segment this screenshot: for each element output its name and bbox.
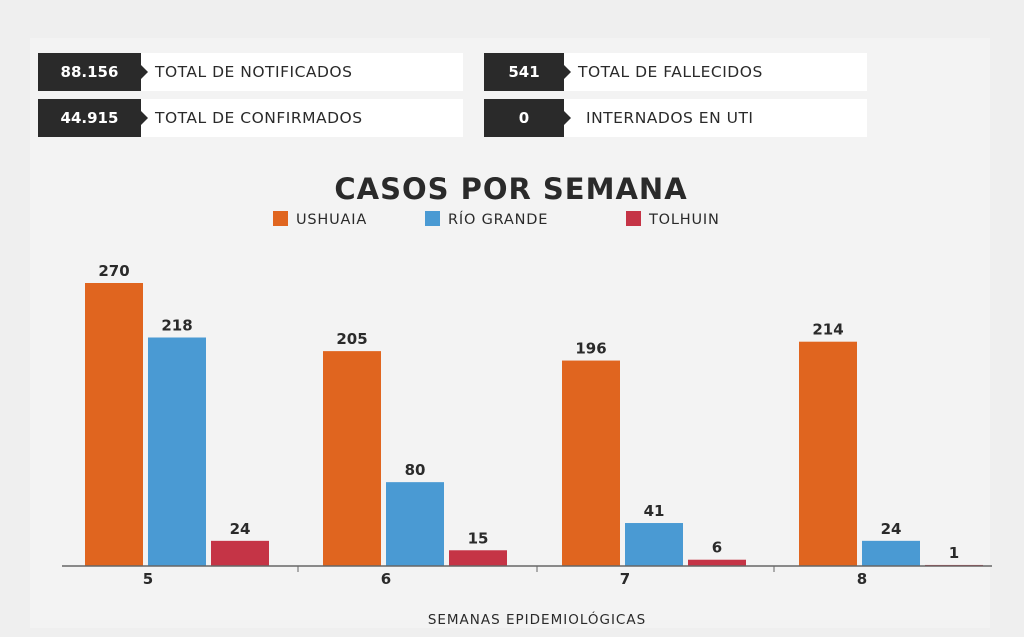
data-label-tolhuin-week-5: 24 — [230, 520, 251, 538]
legend-swatch-ushuaia — [273, 211, 288, 226]
data-label-tolhuin-week-6: 15 — [468, 529, 489, 547]
x-tick-label-week-8: 8 — [857, 570, 867, 588]
bar-rio-grande-week-8 — [862, 540, 920, 566]
data-label-ushuaia-week-7: 196 — [575, 340, 606, 358]
bar-ushuaia-week-6 — [323, 351, 381, 566]
stat-notificados-value: 88.156 — [38, 53, 148, 91]
data-label-rio-grande-week-8: 24 — [881, 520, 902, 538]
data-label-ushuaia-week-6: 205 — [336, 330, 367, 348]
stat-fallecidos-label: TOTAL DE FALLECIDOS — [578, 63, 763, 81]
stat-notificados-label: TOTAL DE NOTIFICADOS — [155, 63, 353, 81]
stat-fallecidos-value: 541 — [484, 53, 571, 91]
bar-rio-grande-week-6 — [386, 482, 444, 566]
data-label-rio-grande-week-5: 218 — [161, 317, 192, 335]
legend-label-tolhuin: TOLHUIN — [648, 212, 720, 228]
legend-label-ushuaia: USHUAIA — [296, 212, 367, 228]
bar-ushuaia-week-5 — [85, 283, 143, 566]
x-tick-label-week-7: 7 — [620, 570, 630, 588]
data-label-ushuaia-week-5: 270 — [98, 262, 129, 280]
stat-uti: 0 INTERNADOS EN UTI — [484, 99, 867, 137]
x-tick-label-week-6: 6 — [381, 570, 391, 588]
data-label-ushuaia-week-8: 214 — [812, 321, 843, 339]
chart-legend: USHUAIA RÍO GRANDE TOLHUIN — [273, 211, 720, 228]
data-label-tolhuin-week-7: 6 — [712, 539, 722, 557]
data-label-rio-grande-week-6: 80 — [405, 461, 426, 479]
stat-fallecidos: 541 TOTAL DE FALLECIDOS — [484, 53, 867, 91]
x-axis-label: SEMANAS EPIDEMIOLÓGICAS — [428, 610, 646, 628]
bar-ushuaia-week-7 — [562, 360, 620, 566]
bar-tolhuin-week-7 — [688, 559, 746, 566]
chart-title: CASOS POR SEMANA — [334, 172, 687, 206]
bar-ushuaia-week-8 — [799, 341, 857, 566]
stat-confirmados-label: TOTAL DE CONFIRMADOS — [155, 109, 363, 127]
stat-uti-value: 0 — [484, 99, 571, 137]
data-label-tolhuin-week-8: 1 — [949, 544, 959, 562]
bar-tolhuin-week-6 — [449, 550, 507, 566]
stat-confirmados: 44.915 TOTAL DE CONFIRMADOS — [38, 99, 463, 137]
legend-swatch-rio-grande — [425, 211, 440, 226]
data-label-rio-grande-week-7: 41 — [644, 502, 665, 520]
legend-label-rio-grande: RÍO GRANDE — [448, 211, 548, 228]
bar-tolhuin-week-5 — [211, 540, 269, 566]
x-tick-label-week-5: 5 — [143, 570, 153, 588]
bars-layer: 270 218 24 205 80 15 196 41 6 214 24 1 — [85, 262, 983, 567]
bar-rio-grande-week-5 — [148, 337, 206, 566]
bar-rio-grande-week-7 — [625, 523, 683, 566]
x-ticks-layer: 5 6 7 8 — [143, 566, 867, 588]
stat-uti-label: INTERNADOS EN UTI — [586, 109, 754, 127]
stat-confirmados-value: 44.915 — [38, 99, 148, 137]
stat-notificados: 88.156 TOTAL DE NOTIFICADOS — [38, 53, 463, 91]
legend-swatch-tolhuin — [626, 211, 641, 226]
